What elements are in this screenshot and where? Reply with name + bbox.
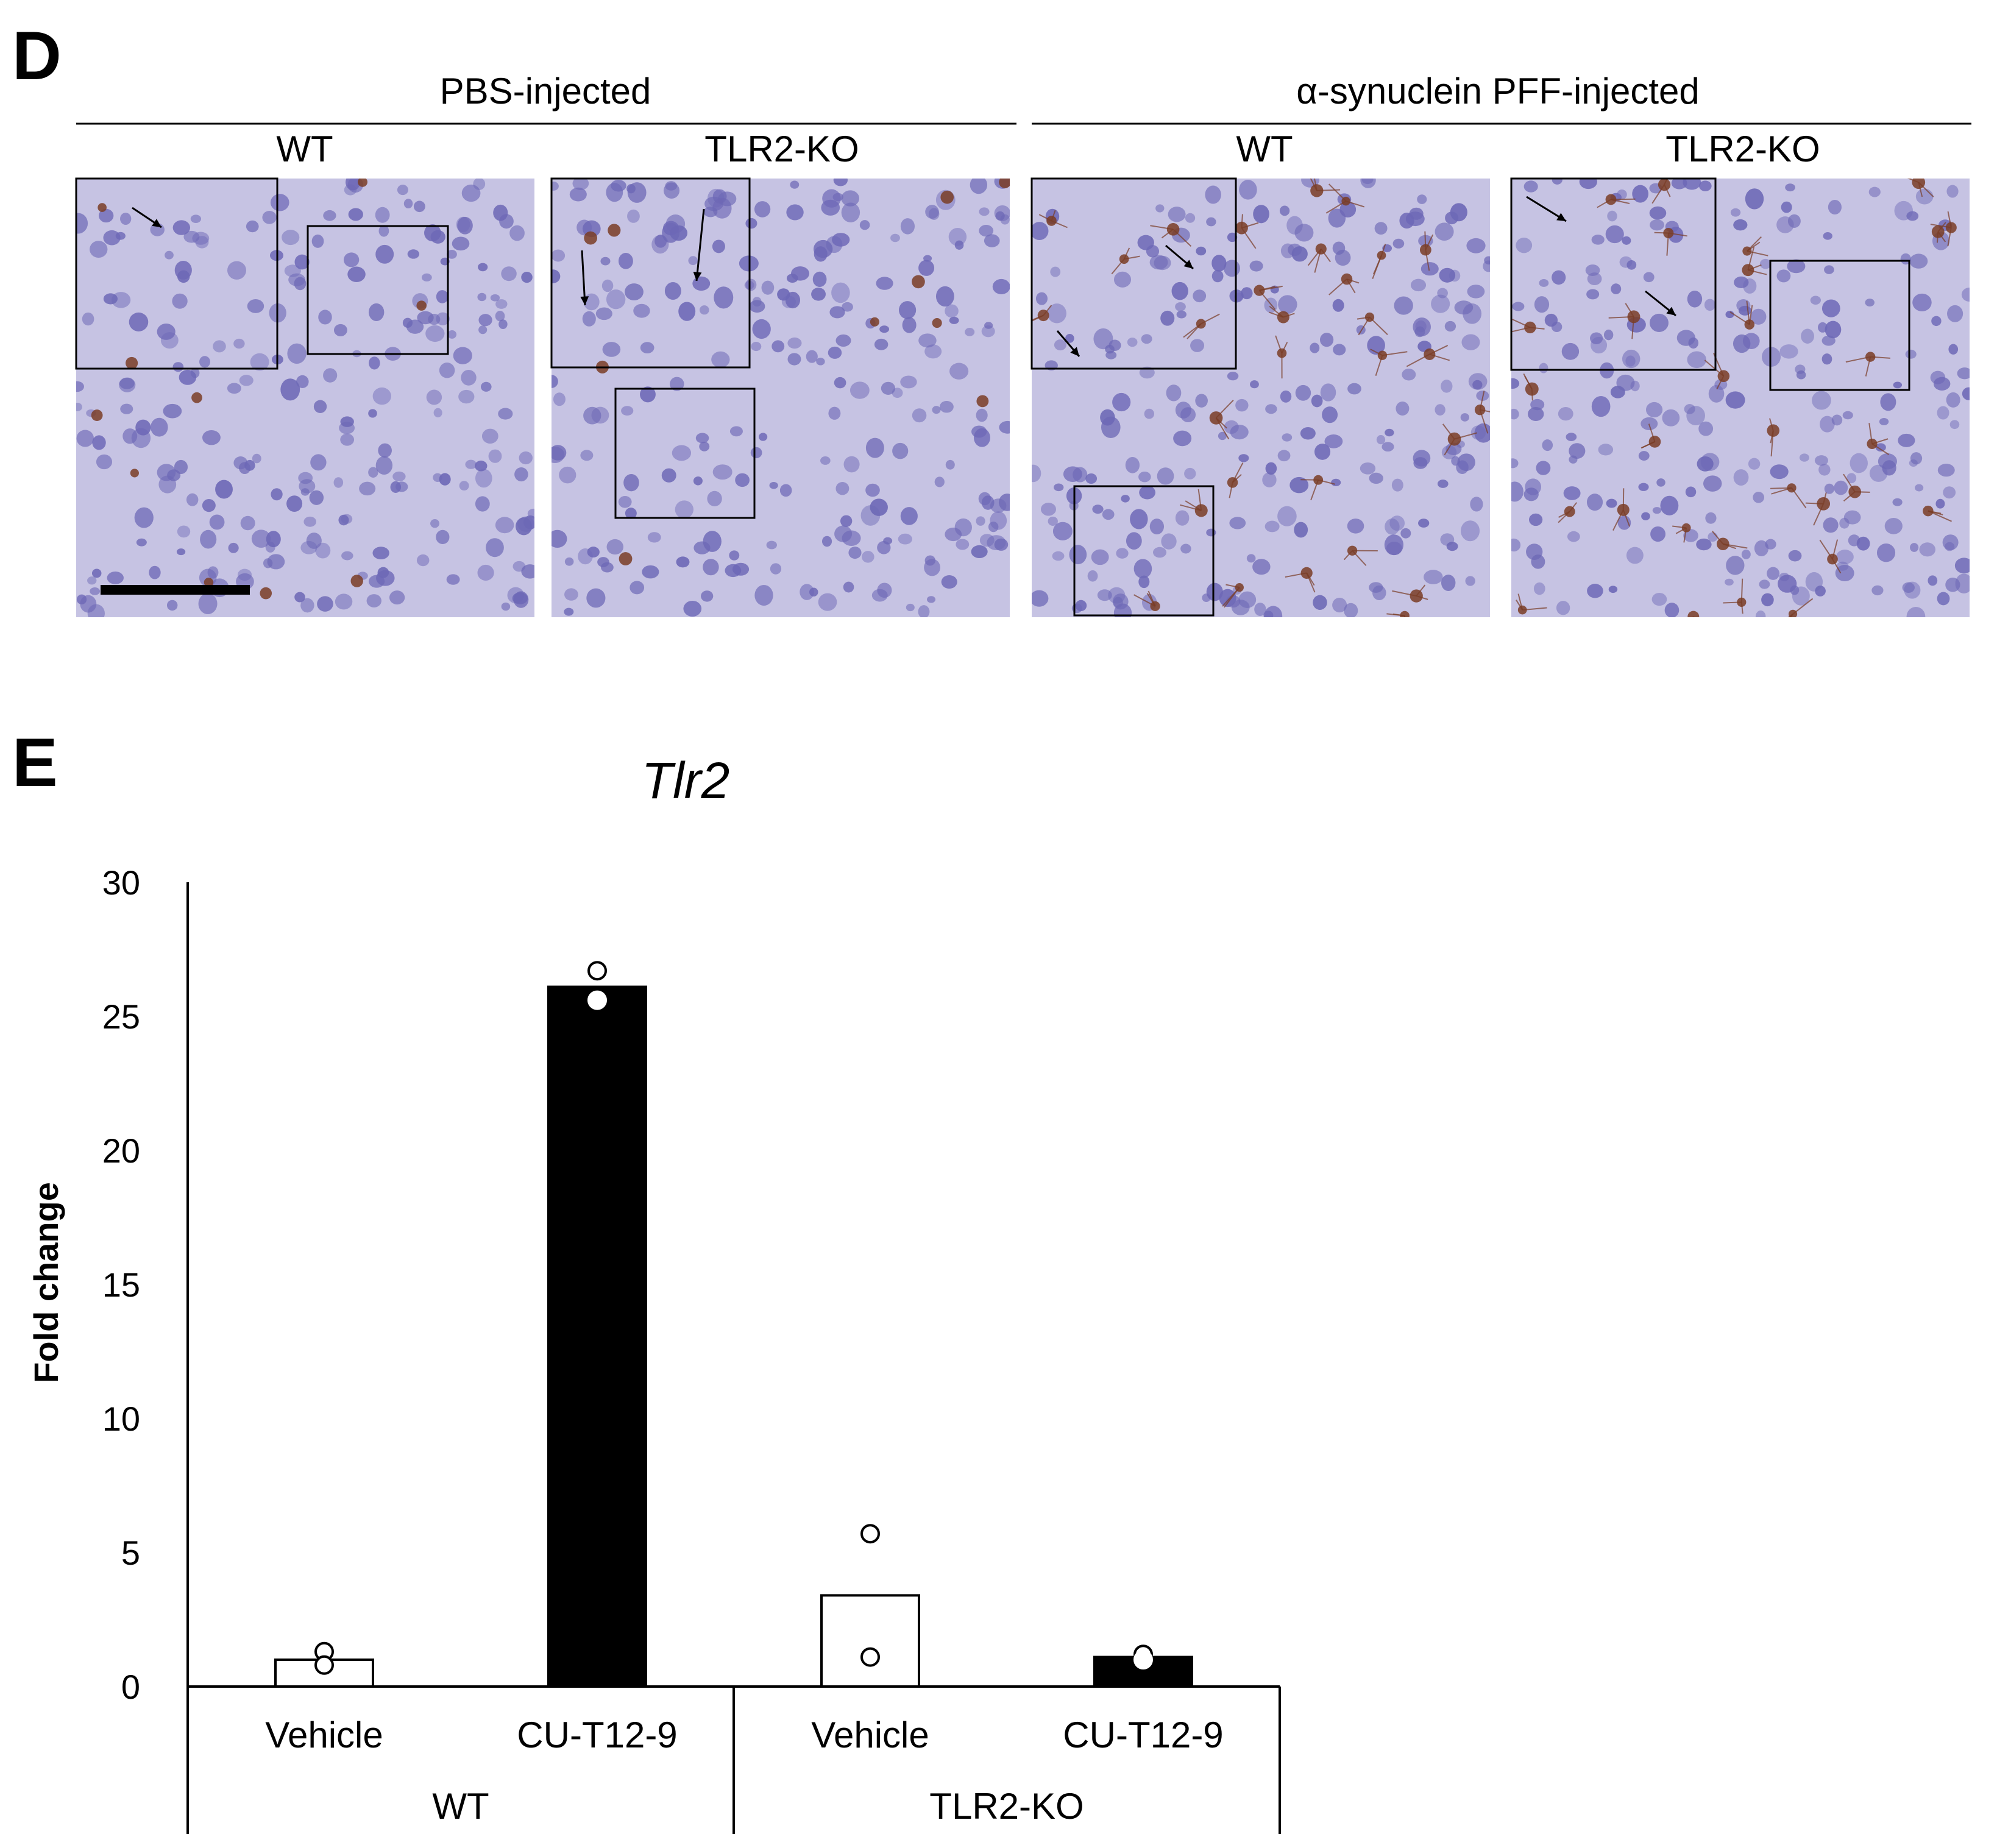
data-point — [587, 990, 607, 1010]
micrograph-3 — [1030, 177, 1490, 617]
data-point — [860, 1647, 880, 1667]
group-label-pff: α-synuclein PFF-injected — [1296, 71, 1700, 112]
inset-box — [550, 177, 751, 369]
x-tick-label: CU-T12-9 — [517, 1715, 677, 1755]
tissue-background — [1032, 179, 1490, 617]
inset-box — [307, 225, 449, 355]
data-point — [860, 1524, 880, 1544]
x-tick-label: Vehicle — [265, 1715, 383, 1755]
column-label-pbs-wt: WT — [276, 129, 333, 169]
y-tick-label: 5 — [121, 1534, 140, 1572]
inset-box — [1510, 177, 1717, 371]
cell-nuclei — [1511, 179, 1970, 617]
group-label: TLR2-KO — [929, 1786, 1084, 1827]
tissue-background — [76, 179, 534, 617]
column-label-pbs-tlr2ko: TLR2-KO — [704, 129, 859, 169]
arrow-head — [1070, 347, 1079, 356]
arrow-head — [1666, 306, 1676, 316]
arrow-shaft — [695, 208, 705, 281]
inset-box — [614, 388, 756, 519]
panel-e-letter: E — [12, 724, 58, 801]
arrow-shaft — [581, 250, 586, 306]
x-tick-label: Vehicle — [811, 1715, 929, 1755]
bar-2 — [547, 985, 647, 1688]
column-label-pff-wt: WT — [1236, 129, 1293, 169]
cell-nuclei — [1032, 179, 1490, 617]
micrograph-4 — [1510, 177, 1970, 617]
panel-d-letter: D — [12, 18, 62, 94]
group-label: WT — [432, 1786, 489, 1827]
arrow-head — [1556, 213, 1566, 221]
inset-box — [1030, 177, 1237, 370]
y-tick-label: 15 — [102, 1266, 140, 1304]
inset-box — [1769, 260, 1910, 391]
bar-chart: 0 5 10 15 20 25 30 Vehicle CU-T12-9 Vehicle CU-T12… — [102, 863, 1281, 1834]
micrograph-panels — [75, 177, 1970, 617]
y-axis-label: Fold change — [27, 1182, 65, 1383]
column-label-pff-tlr2ko: TLR2-KO — [1665, 129, 1820, 169]
y-tick-label: 25 — [102, 997, 140, 1036]
arrow-head — [1183, 260, 1193, 269]
bar-3 — [820, 1594, 920, 1688]
y-tick-label: 20 — [102, 1131, 140, 1170]
y-tick-label: 10 — [102, 1400, 140, 1438]
data-point — [314, 1655, 334, 1675]
data-point — [587, 961, 607, 981]
y-tick-label: 0 — [121, 1668, 140, 1706]
micrograph-1 — [75, 177, 534, 617]
data-point — [1133, 1650, 1153, 1669]
micrograph-2 — [550, 177, 1010, 617]
arrow-head — [693, 271, 702, 281]
group-label-pbs: PBS-injected — [440, 71, 651, 112]
inset-box — [75, 177, 278, 370]
inset-box — [1073, 485, 1215, 617]
tissue-background — [552, 179, 1010, 617]
arrow-head — [152, 219, 161, 227]
cell-nuclei — [552, 179, 1010, 617]
x-tick-label: CU-T12-9 — [1063, 1715, 1223, 1755]
chart-title: Tlr2 — [642, 752, 730, 809]
arrow-head — [580, 296, 589, 305]
y-tick-label: 30 — [102, 863, 140, 902]
